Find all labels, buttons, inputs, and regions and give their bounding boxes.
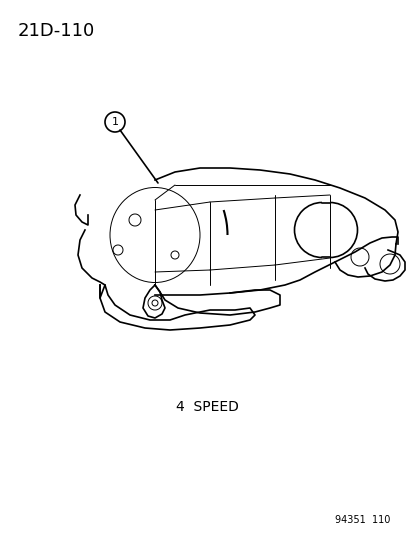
Text: 1: 1 <box>111 117 118 127</box>
Text: 21D-110: 21D-110 <box>18 22 95 40</box>
Text: 94351  110: 94351 110 <box>334 515 389 525</box>
Text: 4  SPEED: 4 SPEED <box>175 400 238 414</box>
